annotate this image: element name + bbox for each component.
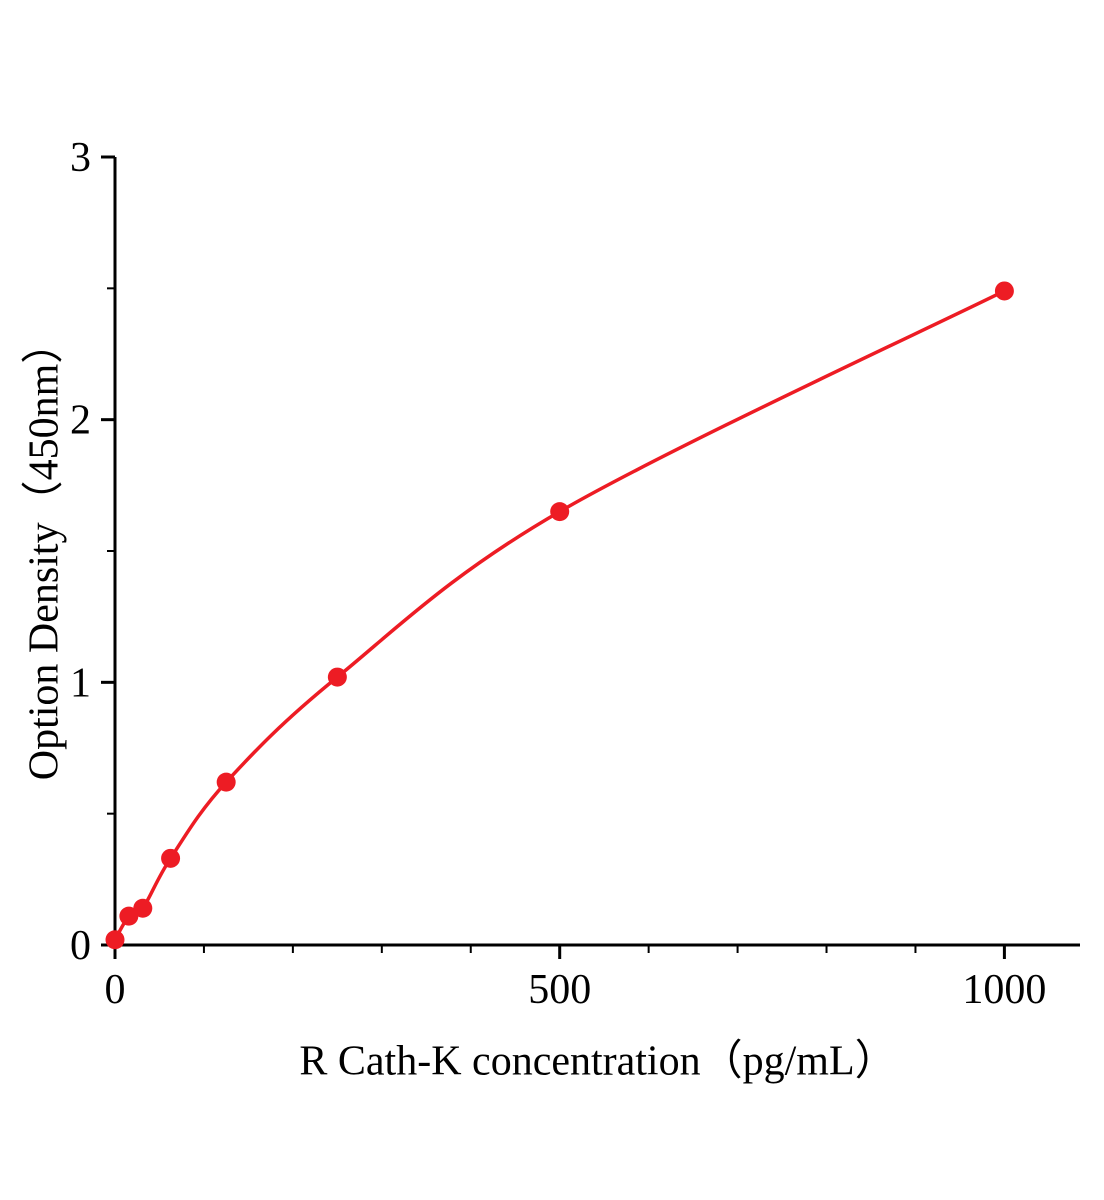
data-point xyxy=(994,281,1014,301)
x-tick-label: 0 xyxy=(105,967,126,1013)
axes-frame xyxy=(113,157,1080,947)
data-point xyxy=(105,930,125,950)
data-point xyxy=(327,667,347,687)
y-tick-label: 2 xyxy=(70,398,91,444)
y-tick-label: 3 xyxy=(70,135,91,181)
y-axis-title: Option Density（450nm） xyxy=(21,321,68,781)
y-tick-label: 1 xyxy=(70,660,91,706)
data-point xyxy=(161,848,181,868)
x-axis-title: R Cath-K concentration（pg/mL） xyxy=(299,1038,897,1085)
x-tick-label: 500 xyxy=(528,967,591,1013)
data-point xyxy=(119,906,139,926)
fitted-curve xyxy=(113,289,1006,941)
data-point xyxy=(550,502,570,522)
data-point xyxy=(216,772,236,792)
data-point xyxy=(133,898,153,918)
x-tick-label: 1000 xyxy=(962,967,1046,1013)
y-tick-label: 0 xyxy=(70,923,91,969)
